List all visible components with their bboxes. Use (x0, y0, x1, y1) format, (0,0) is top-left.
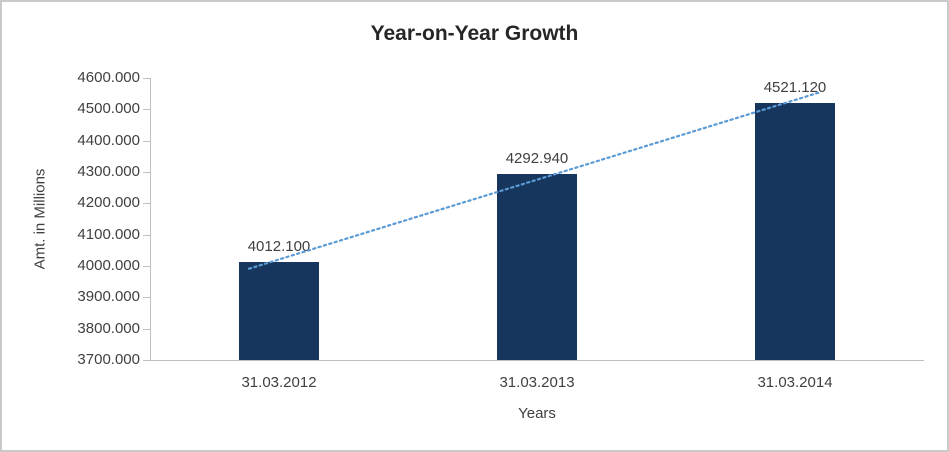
y-tick-mark (143, 328, 150, 330)
y-tick-label: 3900.000 (77, 288, 140, 306)
y-tick-label: 4400.000 (77, 131, 140, 149)
y-tick-label: 3700.000 (77, 351, 140, 368)
y-tick-mark (143, 234, 150, 236)
chart-title: Year-on-Year Growth (370, 22, 579, 45)
bar (497, 174, 577, 360)
y-tick-mark (143, 109, 150, 111)
y-tick-mark (143, 140, 150, 142)
y-tick-mark (143, 203, 150, 205)
x-axis-line (150, 360, 924, 361)
y-tick-label: 4300.000 (77, 163, 140, 180)
y-tick-mark (143, 266, 150, 267)
y-tick-mark (143, 297, 150, 299)
y-axis-line (150, 78, 151, 360)
x-tick-label: 31.03.2013 (499, 374, 575, 391)
y-tick-label: 4000.000 (77, 257, 140, 274)
y-tick-mark (143, 360, 150, 361)
y-tick-label: 4600.000 (77, 69, 140, 86)
y-tick-label: 4500.000 (77, 100, 140, 118)
y-tick-mark (143, 78, 150, 79)
data-label: 4292.940 (505, 150, 569, 168)
bar (239, 262, 319, 360)
y-tick-label: 4100.000 (77, 225, 140, 243)
y-tick-mark (143, 172, 150, 173)
bar (755, 102, 835, 360)
x-axis-title: Years (518, 405, 556, 422)
y-tick-label: 4200.000 (77, 194, 140, 212)
data-label: 4012.100 (247, 238, 311, 256)
y-axis-title: Amt. in Millions (31, 168, 49, 270)
x-tick-label: 31.03.2012 (241, 374, 317, 391)
data-label: 4521.120 (763, 78, 827, 96)
x-tick-label: 31.03.2014 (757, 374, 833, 391)
y-tick-label: 3800.000 (77, 319, 140, 337)
